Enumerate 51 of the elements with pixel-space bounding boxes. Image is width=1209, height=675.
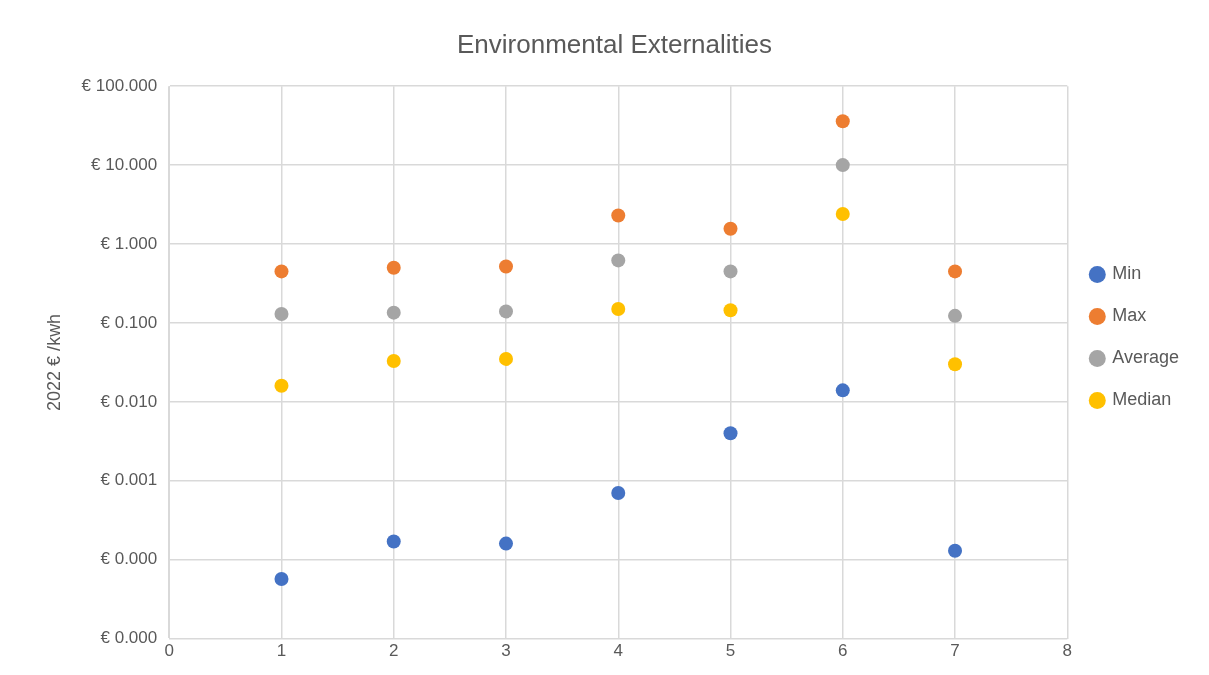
point [948, 264, 963, 279]
y-tick-label: € 0.001 [100, 470, 158, 490]
point [274, 378, 289, 393]
y-tick-label: € 10.000 [91, 154, 158, 174]
point [499, 259, 513, 274]
y-tick-label: € 0.000 [100, 549, 158, 569]
legend-label: Median [1112, 389, 1172, 410]
point [274, 306, 289, 321]
point [386, 260, 401, 275]
y-tick-label: € 0.010 [100, 391, 158, 411]
point [386, 534, 401, 549]
point [835, 207, 850, 222]
x-tick-label: 5 [725, 641, 736, 661]
point [611, 302, 626, 317]
x-tick-label: 7 [950, 641, 960, 661]
x-tick-label: 1 [276, 641, 287, 661]
point [611, 486, 626, 500]
point [835, 158, 850, 173]
point [948, 357, 963, 372]
y-tick-label: € 0.000 [100, 628, 158, 648]
point [499, 536, 513, 551]
point [611, 253, 626, 268]
point [386, 353, 401, 368]
y-tick-label: € 0.100 [100, 312, 158, 332]
legend-label: Min [1112, 263, 1142, 284]
point [386, 305, 401, 320]
point [723, 221, 738, 236]
legend-label: Max [1112, 305, 1147, 326]
point [499, 351, 513, 366]
y-tick-label: € 100.000 [81, 75, 158, 95]
y-tick-label: € 1.000 [100, 233, 158, 253]
x-tick-label: 4 [613, 641, 623, 661]
x-tick-label: 8 [1062, 641, 1073, 661]
point [948, 308, 963, 323]
x-tick-label: 3 [501, 641, 511, 661]
point [274, 571, 289, 586]
point [723, 426, 738, 441]
chart-title: Environmental Externalities [456, 28, 773, 59]
point [274, 264, 289, 279]
point [499, 304, 513, 319]
point [723, 303, 738, 318]
y-axis-title: 2022 € /kwh [43, 313, 64, 411]
x-tick-label: 0 [164, 641, 174, 661]
point [948, 543, 963, 558]
point [611, 208, 626, 223]
point [835, 114, 850, 129]
x-tick-label: 6 [838, 641, 848, 661]
legend-label: Average [1112, 347, 1179, 368]
point [723, 264, 738, 279]
x-tick-label: 2 [389, 641, 399, 661]
point [835, 383, 850, 398]
